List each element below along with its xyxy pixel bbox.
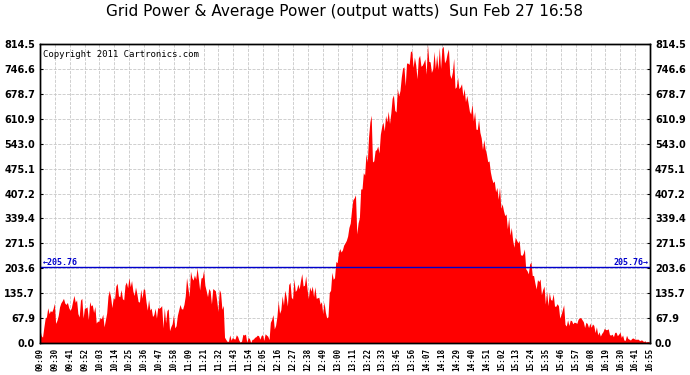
- Text: Copyright 2011 Cartronics.com: Copyright 2011 Cartronics.com: [43, 50, 199, 59]
- Text: ←205.76: ←205.76: [43, 258, 77, 267]
- Text: Grid Power & Average Power (output watts)  Sun Feb 27 16:58: Grid Power & Average Power (output watts…: [106, 4, 584, 19]
- Text: 205.76→: 205.76→: [614, 258, 649, 267]
